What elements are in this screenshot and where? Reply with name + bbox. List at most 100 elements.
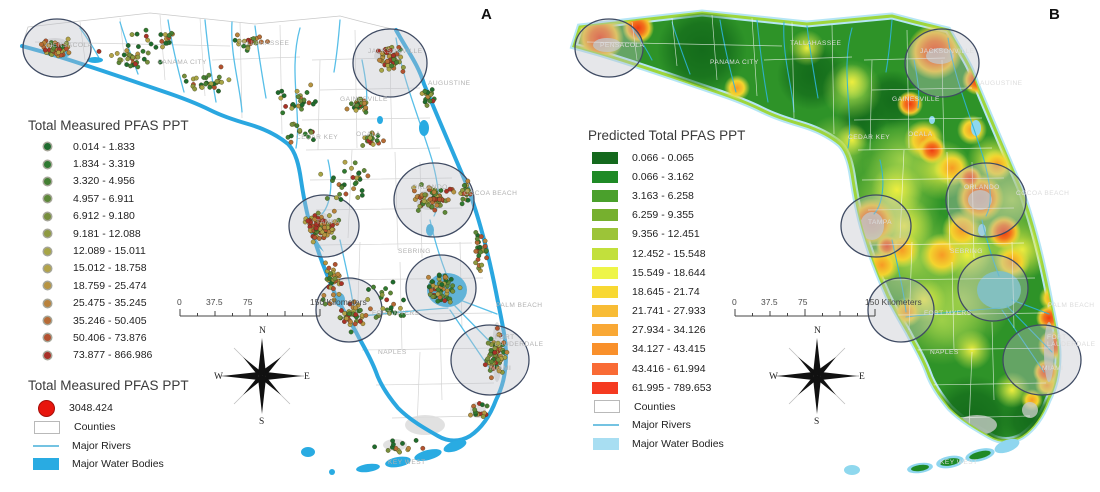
- sample-dot: [413, 437, 419, 443]
- legend-class-row: 3.320 - 4.956: [28, 173, 189, 190]
- legend-class-swatch: [592, 189, 618, 202]
- sample-dot: [430, 294, 436, 300]
- sample-dot: [381, 138, 386, 144]
- sample-dot: [145, 37, 151, 43]
- sample-dot: [308, 129, 314, 135]
- sample-dot: [127, 52, 133, 58]
- city-label: PALM BEACH: [496, 302, 543, 309]
- urban-patch: [935, 439, 959, 441]
- city-label: PALM BEACH: [1048, 302, 1095, 309]
- legend-class-swatch: [44, 299, 51, 307]
- legend-class-label: 9.356 - 12.451: [632, 228, 700, 241]
- sample-dot: [354, 102, 360, 108]
- sample-dot: [356, 170, 362, 176]
- sample-dot: [331, 175, 336, 181]
- sample-dot: [207, 84, 213, 90]
- heat-blob: [897, 91, 923, 117]
- sample-dot: [346, 311, 352, 317]
- legend-class-label: 12.089 - 15.011: [73, 245, 146, 258]
- sample-dot: [447, 186, 453, 192]
- sample-dot: [117, 57, 123, 63]
- compass-n: N: [814, 326, 821, 336]
- legend-class-label: 25.475 - 35.245: [73, 297, 147, 310]
- coastline: [20, 28, 508, 443]
- sample-dot: [352, 321, 358, 327]
- legend-class-label: 4.957 - 6.911: [73, 192, 135, 205]
- sample-dot: [465, 188, 470, 194]
- sample-dot: [483, 248, 489, 254]
- measured-sample-dots: [38, 27, 510, 455]
- sample-dot: [350, 175, 356, 180]
- sample-dot: [432, 207, 438, 213]
- water-bodies: [844, 116, 1021, 475]
- city-label: KEY WEST: [940, 459, 978, 466]
- legend-class-label: 35.246 - 50.405: [73, 314, 147, 327]
- legend-class-label: 73.877 - 866.986: [73, 349, 153, 362]
- legend-class-list: 0.014 - 1.833 1.834 - 3.319 3.320 - 4.956 4…: [28, 138, 189, 364]
- sample-dot: [258, 39, 264, 45]
- legend-class-row: 9.356 - 12.451: [588, 225, 745, 244]
- counties-swatch: [34, 420, 60, 434]
- heat-blob: [958, 166, 982, 190]
- legend-class-label: 15.549 - 18.644: [632, 266, 706, 279]
- city-label: PENSACOLA: [600, 42, 645, 49]
- legend-class-swatch: [592, 324, 618, 337]
- highlight-circle: [957, 254, 1029, 322]
- sample-dot: [401, 297, 406, 303]
- sample-dot: [374, 138, 380, 144]
- legend-class-swatch: [44, 264, 51, 272]
- sample-dot: [96, 48, 102, 54]
- scalebar-tick-label: 150 Kilometers: [865, 297, 922, 307]
- sample-dot: [352, 181, 358, 187]
- compass-w: W: [769, 372, 778, 382]
- sample-dot: [388, 305, 394, 311]
- legend-class-label: 6.259 - 9.355: [632, 209, 694, 222]
- legend-class-row: 25.475 - 35.245: [28, 295, 189, 312]
- legend-class-row: 1.834 - 3.319: [28, 155, 189, 172]
- city-label: MIAMI: [490, 365, 511, 372]
- sample-dot: [428, 287, 434, 293]
- sample-dot: [218, 64, 224, 70]
- keys-land: [911, 450, 991, 472]
- city-label: KEY WEST: [388, 459, 426, 466]
- legend-class-row: 0.014 - 1.833: [28, 138, 189, 155]
- scalebar-tick-label: 150 Kilometers: [310, 297, 367, 307]
- sample-dot: [363, 105, 369, 111]
- city-labels: PENSACOLA PANAMA CITY TALLAHASSEE JACKSONVI…: [600, 40, 1095, 466]
- sample-dot: [337, 315, 343, 321]
- legend-class-row: 3.163 - 6.258: [588, 186, 745, 205]
- scalebar-tick-label: 37.5: [761, 297, 778, 307]
- sample-dot: [332, 261, 338, 267]
- legend-class-label: 0.066 - 0.065: [632, 151, 694, 164]
- sample-dot: [450, 288, 456, 294]
- sample-dot: [468, 412, 473, 418]
- sample-dot: [125, 56, 131, 62]
- florida-map-predicted: PENSACOLA PANAMA CITY TALLAHASSEE JACKSONVI…: [569, 9, 1095, 475]
- legend-class-swatch: [592, 170, 618, 183]
- legend-rivers-row: Major Rivers: [28, 437, 189, 456]
- sample-dot: [181, 73, 187, 79]
- sample-dot: [504, 349, 510, 355]
- sample-dot: [427, 98, 433, 104]
- sample-dot: [51, 45, 57, 51]
- sample-dot: [289, 121, 295, 127]
- sample-dot: [370, 141, 376, 147]
- sample-dot: [56, 50, 61, 55]
- urban-patch: [860, 212, 884, 240]
- legend-class-row: 34.127 - 43.415: [588, 340, 745, 359]
- compass-w: W: [214, 372, 223, 382]
- sample-dot: [310, 101, 316, 107]
- city-label: CEDAR KEY: [848, 134, 890, 141]
- sample-dot: [457, 285, 463, 291]
- sample-dot: [241, 43, 247, 49]
- legend-class-swatch: [44, 195, 51, 203]
- city-label: CEDAR KEY: [296, 134, 338, 141]
- sample-dot: [480, 414, 486, 420]
- sample-dot: [358, 96, 364, 102]
- sample-dot: [479, 262, 485, 268]
- sample-dot: [312, 235, 318, 240]
- city-label: ORLANDO: [964, 184, 1000, 191]
- rivers-swatch: [33, 444, 59, 447]
- sample-dot: [143, 33, 149, 39]
